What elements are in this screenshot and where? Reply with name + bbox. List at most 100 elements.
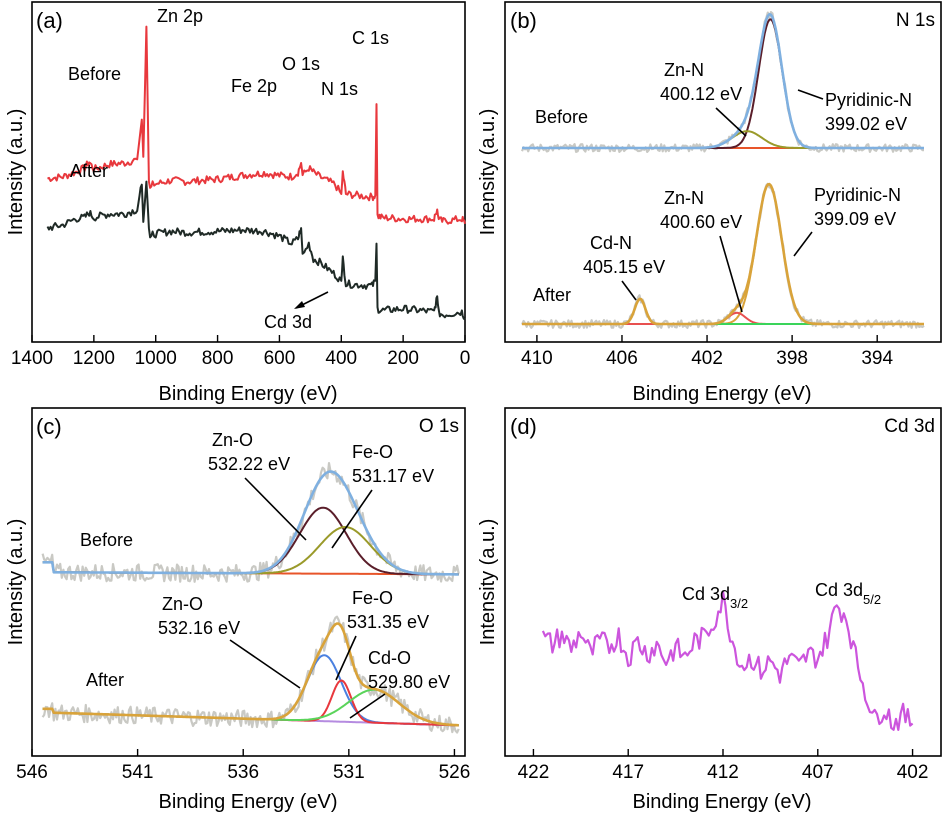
panel-a-ylabel: Intensity (a.u.) (5, 109, 27, 236)
panel-a-x-ticks: 1400 1200 1000 800 600 400 200 0 (11, 335, 470, 369)
panel-b-pyr-before-arrow (797, 89, 824, 100)
panel-c-feo-after-arrow (335, 635, 357, 681)
panel-c-cdo-after-arrow (349, 693, 386, 719)
panel-c-frame (31, 407, 466, 757)
panel-b-znn-after-arrow (719, 235, 743, 313)
panel-a-tick-label-5: 400 (325, 348, 357, 369)
panel-d-ann-52-sub: 5/2 (863, 592, 881, 607)
panel-b-tick-label-3: 398 (776, 348, 808, 369)
panel-b-cdn-after-val: 405.15 eV (583, 257, 665, 277)
panel-c-cdo-after: Cd-O (368, 648, 411, 668)
panel-c-tick-label-4: 526 (439, 762, 471, 783)
panel-b-tick-label-2: 402 (691, 348, 723, 369)
panel-b-ylabel: Intensity (a.u.) (477, 109, 499, 236)
panel-b-cdn-after-arrow (621, 280, 637, 301)
panel-a-cd3d-arrowhead (294, 301, 305, 309)
panel-d-ann-52: Cd 3d5/2 (815, 580, 881, 607)
panel-a-series-before (47, 25, 466, 225)
panel-a-label: (a) (36, 8, 63, 33)
panel-c-envelope-after (42, 622, 459, 727)
panel-b-cdn-after: Cd-N (590, 233, 632, 253)
panel-d: 422 417 412 407 402 (d) Cd 3d Cd 3d3/2 Cd 3d… (477, 407, 942, 813)
panel-a-ann-zn2p: Zn 2p (157, 6, 203, 26)
panel-d-x-ticks: 422 417 412 407 402 (518, 749, 928, 783)
panel-a: 1400 1200 1000 800 600 400 200 0 (a) Zn 2p Fe 2… (5, 1, 470, 405)
panel-a-frame (31, 1, 466, 343)
panel-a-tick-label-6: 200 (387, 348, 419, 369)
panel-b-raw-after (520, 182, 925, 329)
panel-c-zno-before-arrow (244, 477, 307, 541)
panel-d-title: Cd 3d (884, 416, 935, 437)
panel-a-tick-label-1: 1200 (73, 348, 115, 369)
panel-a-series (46, 25, 466, 320)
panel-d-ann-32: Cd 3d3/2 (682, 584, 748, 611)
panel-a-series-after (46, 180, 466, 320)
panel-b-series (520, 11, 925, 329)
panel-b-pyr-after-arrow (793, 231, 813, 257)
panel-d-tick-label-2: 412 (707, 762, 739, 783)
panel-b-tick-label-0: 410 (521, 348, 553, 369)
panel-b-znn-after-val: 400.60 eV (660, 212, 742, 232)
panel-c-before: Before (80, 530, 133, 550)
panel-b-xlabel: Binding Energy (eV) (633, 383, 812, 405)
panel-d-ylabel: Intensity (a.u.) (477, 519, 499, 646)
panel-c-series (41, 462, 460, 734)
panel-b-frame (504, 1, 942, 343)
panel-a-ann-cd3d: Cd 3d (264, 312, 312, 332)
panel-b-znn-before-arrow (715, 107, 747, 137)
panel-c-tick-label-1: 541 (122, 762, 154, 783)
panel-c-feo-before: Fe-O (352, 442, 393, 462)
panel-c-title: O 1s (419, 416, 459, 437)
panel-b-before: Before (535, 107, 588, 127)
panel-a-ann-before: Before (68, 64, 121, 84)
panel-b: 410 406 402 398 394 (b) N 1s Zn-N 400.12 eV … (477, 1, 942, 405)
panel-c-tick-label-0: 546 (16, 762, 48, 783)
panel-c-tick-label-2: 536 (227, 762, 259, 783)
panel-b-tick-label-1: 406 (606, 348, 638, 369)
panel-a-ann-n1s: N 1s (321, 79, 358, 99)
panel-b-title: N 1s (896, 10, 935, 31)
panel-b-pyr-after: Pyridinic-N (814, 185, 901, 205)
panel-c-feo-before-val: 531.17 eV (352, 466, 434, 486)
panel-d-ann-52-main: Cd 3d (815, 580, 863, 600)
panel-c-feo-after-val: 531.35 eV (347, 612, 429, 632)
panel-c-zno-after: Zn-O (162, 594, 203, 614)
panel-a-xlabel: Binding Energy (eV) (159, 383, 338, 405)
panel-b-pyr-after-val: 399.09 eV (814, 209, 896, 229)
panel-c-feo-after: Fe-O (352, 588, 393, 608)
panel-c-label: (c) (36, 414, 62, 439)
panel-c-after: After (86, 670, 124, 690)
panel-c-tick-label-3: 531 (333, 762, 365, 783)
panel-b-tick-label-4: 394 (861, 348, 893, 369)
panel-c-envelope-before (42, 470, 459, 576)
panel-c-x-ticks: 546 541 536 531 526 (16, 749, 470, 783)
panel-a-ann-fe2p: Fe 2p (231, 76, 277, 96)
panel-a-ann-c1s: C 1s (352, 28, 389, 48)
panel-d-tick-label-0: 422 (518, 762, 550, 783)
panel-b-znn-before: Zn-N (664, 60, 704, 80)
panel-c-ylabel: Intensity (a.u.) (5, 519, 27, 646)
panel-a-tick-label-0: 1400 (11, 348, 53, 369)
panel-c-zno-before-val: 532.22 eV (208, 454, 290, 474)
panel-b-after: After (533, 285, 571, 305)
panel-c-cdo-after-val: 529.80 eV (368, 672, 450, 692)
panel-a-tick-label-4: 600 (264, 348, 296, 369)
panel-b-znn-after: Zn-N (664, 188, 704, 208)
panel-d-series-cd3d (541, 590, 914, 731)
panel-d-tick-label-1: 417 (612, 762, 644, 783)
panel-c-feo-before-arrow (331, 489, 373, 549)
panel-d-ann-32-sub: 3/2 (730, 596, 748, 611)
panel-d-xlabel: Binding Energy (eV) (633, 791, 812, 813)
panel-c-zno-after-arrow (229, 639, 301, 689)
panel-d-frame (504, 407, 942, 757)
panel-b-znn-before-val: 400.12 eV (660, 84, 742, 104)
panel-a-tick-label-2: 1000 (135, 348, 177, 369)
panel-c-xlabel: Binding Energy (eV) (159, 791, 338, 813)
panel-d-series (541, 590, 914, 731)
panel-b-pyr-before-val: 399.02 eV (825, 114, 907, 134)
panel-b-label: (b) (510, 8, 537, 33)
panel-b-envelope-after (522, 182, 924, 326)
panel-c-zno-before: Zn-O (212, 430, 253, 450)
panel-b-x-ticks: 410 406 402 398 394 (521, 335, 893, 369)
